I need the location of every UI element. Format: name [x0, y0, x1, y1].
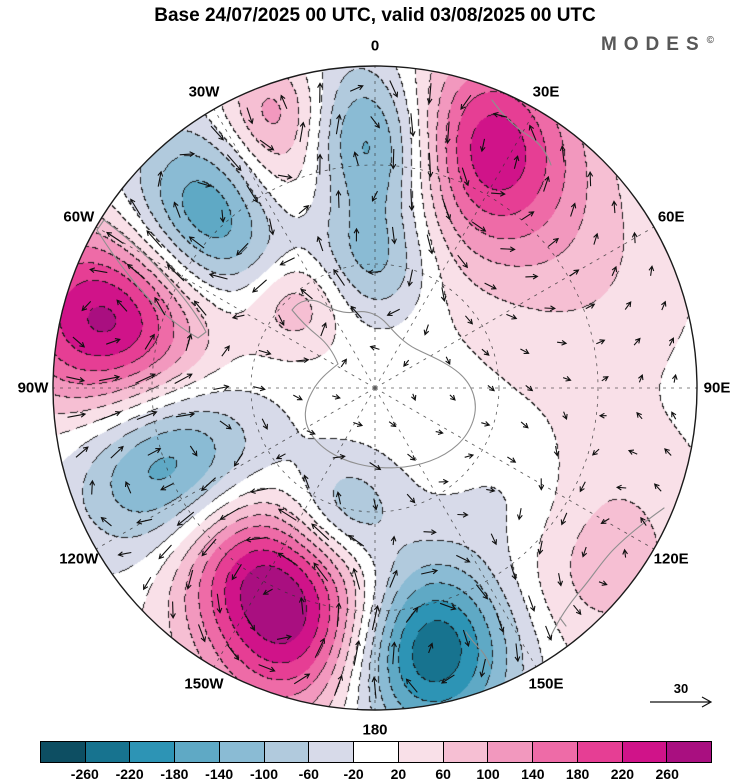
copyright-icon: © [706, 35, 714, 46]
colorbar-cell-5 [264, 742, 310, 762]
colorbar-cell-9 [443, 742, 489, 762]
coastline-south-america [96, 219, 207, 339]
coastline-africa [491, 99, 552, 166]
colorbar-cell-11 [533, 742, 578, 762]
colorbar-labels: -260 -220 -180 -140 -100 -60 -20 20 60 100 140 180 2… [40, 766, 712, 783]
lon-label-30E: 30E [532, 83, 560, 101]
vector-reference-arrow [650, 696, 713, 708]
colorbar-tick-140: 140 [521, 766, 545, 782]
colorbar-cell-1 [85, 742, 131, 762]
colorbar-cell-10 [488, 742, 534, 762]
colorbar-cell-4 [219, 742, 265, 762]
colorbar-tick--100: -100 [249, 766, 279, 782]
map-boundary [52, 65, 698, 711]
colorbar-tick-100: 100 [476, 766, 500, 782]
coastline-tasmania [559, 617, 567, 627]
lon-label-90W: 90W [17, 379, 49, 397]
lon-label-180: 180 [362, 721, 388, 739]
lon-label-150W: 150W [184, 675, 224, 693]
colorbar-cell-13 [622, 742, 668, 762]
colorbar-tick-260: 260 [655, 766, 679, 782]
chart-title: Base 24/07/2025 00 UTC, valid 03/08/2025… [154, 5, 596, 26]
lon-label-30W: 30W [188, 83, 220, 101]
colorbar-cell-14 [667, 742, 712, 762]
colorbar-tick--180: -180 [160, 766, 189, 782]
modes-logo-text: MODES [600, 34, 706, 55]
coastline-australia [548, 507, 665, 641]
modes-logo: MODES© [601, 34, 714, 56]
colorbar-tick-180: 180 [565, 766, 590, 782]
lon-label-60E: 60E [657, 208, 685, 226]
lon-label-60W: 60W [63, 208, 95, 226]
colorbar-cells [40, 741, 712, 763]
lon-label-90E: 90E [703, 379, 731, 397]
colorbar-tick-20: 20 [390, 766, 407, 782]
colorbar-cell-2 [130, 742, 176, 762]
wind-vectors [66, 80, 678, 699]
coastline-antarctica [291, 299, 476, 469]
colorbar-cell-12 [577, 742, 623, 762]
lon-label-120E: 120E [653, 550, 689, 568]
vector-reference-label: 30 [674, 681, 688, 696]
colorbar-tick--60: -60 [298, 766, 319, 782]
colorbar-cell-8 [398, 742, 444, 762]
colorbar-cell-3 [175, 742, 220, 762]
lon-label-120W: 120W [59, 550, 99, 568]
colorbar-cell-7 [354, 742, 399, 762]
colorbar-cell-6 [309, 742, 355, 762]
colorbar-tick--140: -140 [205, 766, 234, 782]
graticule [53, 66, 697, 710]
coastline-new-zealand [465, 631, 491, 667]
colorbar: -260 -220 -180 -140 -100 -60 -20 20 60 100 140 180 2… [40, 741, 712, 783]
colorbar-tick-220: 220 [610, 766, 635, 782]
lon-label-150E: 150E [528, 675, 564, 693]
colorbar-tick-60: 60 [435, 766, 451, 782]
coastlines [96, 99, 665, 667]
colorbar-tick--260: -260 [70, 766, 99, 782]
lon-label-0: 0 [370, 37, 380, 55]
colorbar-tick--20: -20 [343, 766, 364, 782]
colorbar-tick--220: -220 [115, 766, 144, 782]
colorbar-cell-0 [41, 742, 86, 762]
